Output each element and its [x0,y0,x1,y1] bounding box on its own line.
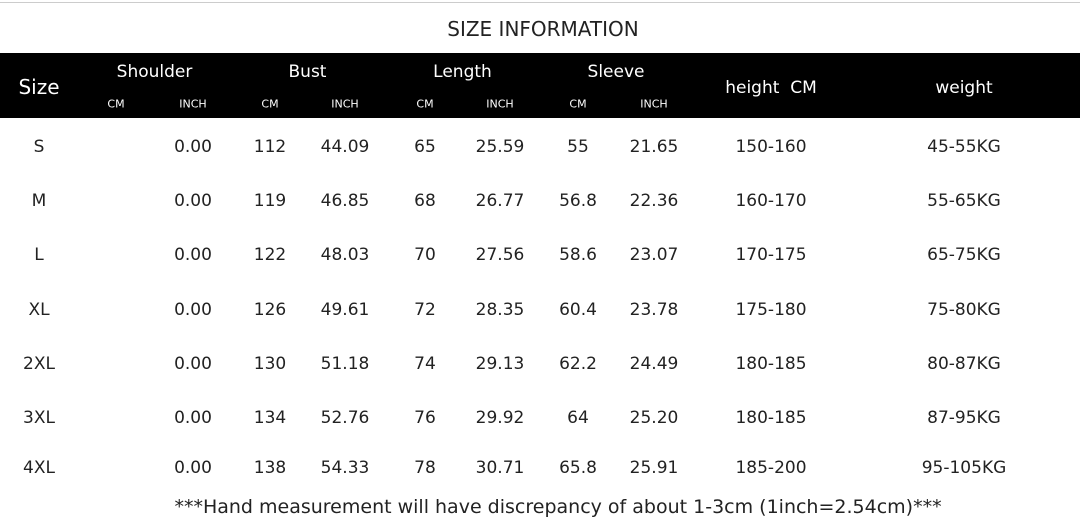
table-cell: 24.49 [629,354,679,374]
table-cell: 25.59 [475,137,525,157]
table-cell: 74 [414,354,436,374]
table-cell: 130 [253,354,287,374]
header-unit: CM [416,97,434,111]
table-cell: 55-65KG [927,191,1001,211]
table-cell: 46.85 [320,191,370,211]
table-cell: 185-200 [735,458,807,478]
table-cell: 65.8 [559,458,597,478]
table-cell: 45-55KG [927,137,1001,157]
table-cell: 0.00 [174,408,212,428]
table-cell: 0.00 [174,245,212,265]
table-cell: 25.91 [629,458,679,478]
table-cell: 72 [414,300,436,320]
table-cell: 76 [414,408,436,428]
table-cell: 55 [567,137,589,157]
table-cell: 138 [253,458,287,478]
header-unit: INCH [640,97,668,111]
table-cell: 95-105KG [921,458,1007,478]
table-cell: 175-180 [735,300,807,320]
table-cell: 0.00 [174,191,212,211]
table-cell: 62.2 [559,354,597,374]
table-cell: 122 [253,245,287,265]
table-cell: 70 [414,245,436,265]
table-cell: 68 [414,191,436,211]
table-cell: 22.36 [629,191,679,211]
table-cell: 23.07 [629,245,679,265]
header-group: Shoulder [116,62,193,82]
header-weight: weight [935,78,993,98]
header-height: height CM [725,78,817,98]
table-cell: 28.35 [475,300,525,320]
header-size: Size [18,75,60,99]
table-cell: 170-175 [735,245,807,265]
header-group: Bust [288,62,327,82]
table-cell: 44.09 [320,137,370,157]
header-group: Length [433,62,492,82]
header-unit: INCH [331,97,359,111]
table-cell: 112 [253,137,287,157]
size-cell: 2XL [23,354,55,374]
table-cell: 0.00 [174,354,212,374]
table-cell: 48.03 [320,245,370,265]
size-cell: XL [28,300,50,320]
table-cell: 0.00 [174,137,212,157]
title: SIZE INFORMATION [447,17,639,41]
size-cell: M [31,191,47,211]
table-cell: 54.33 [320,458,370,478]
top-border [0,2,1080,3]
header-unit: INCH [179,97,207,111]
table-cell: 78 [414,458,436,478]
size-cell: 4XL [23,458,55,478]
size-cell: S [33,137,45,157]
table-cell: 160-170 [735,191,807,211]
table-cell: 29.13 [475,354,525,374]
header-unit: INCH [486,97,514,111]
table-cell: 52.76 [320,408,370,428]
table-cell: 51.18 [320,354,370,374]
size-cell: 3XL [23,408,55,428]
table-cell: 126 [253,300,287,320]
table-cell: 180-185 [735,354,807,374]
table-cell: 0.00 [174,300,212,320]
table-cell: 21.65 [629,137,679,157]
header-group: Sleeve [587,62,645,82]
table-cell: 65-75KG [927,245,1001,265]
table-cell: 0.00 [174,458,212,478]
table-cell: 180-185 [735,408,807,428]
table-cell: 134 [253,408,287,428]
table-cell: 26.77 [475,191,525,211]
table-cell: 27.56 [475,245,525,265]
header-unit: CM [569,97,587,111]
table-cell: 119 [253,191,287,211]
table-cell: 64 [567,408,589,428]
table-cell: 25.20 [629,408,679,428]
footer-note: ***Hand measurement will have discrepanc… [174,496,942,518]
table-cell: 56.8 [559,191,597,211]
table-cell: 75-80KG [927,300,1001,320]
size-cell: L [34,245,44,265]
header-unit: CM [107,97,125,111]
table-cell: 58.6 [559,245,597,265]
table-cell: 80-87KG [927,354,1001,374]
table-cell: 29.92 [475,408,525,428]
header-unit: CM [261,97,279,111]
table-cell: 30.71 [475,458,525,478]
table-cell: 60.4 [559,300,597,320]
table-cell: 23.78 [629,300,679,320]
table-cell: 65 [414,137,436,157]
table-cell: 87-95KG [927,408,1001,428]
header-band [0,53,1080,118]
table-cell: 150-160 [735,137,807,157]
table-cell: 49.61 [320,300,370,320]
